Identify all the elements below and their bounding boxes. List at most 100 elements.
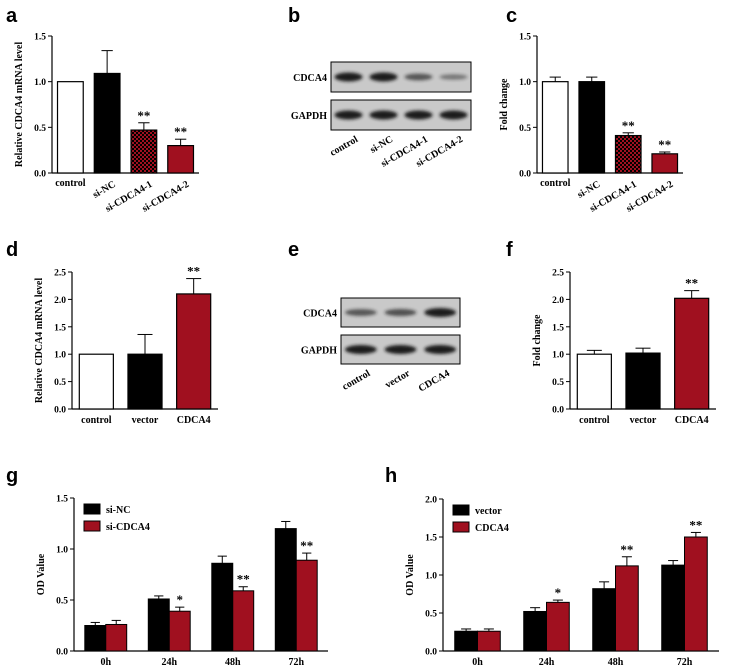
panel-letter: f xyxy=(506,239,513,261)
x-tick-label: 72h xyxy=(677,657,693,666)
y-tick-label: 1.0 xyxy=(425,572,437,582)
y-tick-label: 2.0 xyxy=(425,496,437,506)
chart-panel-a: a 0.0 0.5 1.0 1.5 Relative CDCA4 mRNA level co… xyxy=(6,5,199,215)
blot-band xyxy=(384,309,417,316)
x-tick-label: 24h xyxy=(161,657,177,666)
y-tick-label: 0.0 xyxy=(56,648,68,658)
bar xyxy=(127,353,163,410)
x-tick-label: control xyxy=(540,178,571,189)
bar xyxy=(454,630,479,652)
blot-band xyxy=(344,309,377,316)
blot-lane-label: vector xyxy=(383,368,412,391)
x-tick-label: 24h xyxy=(539,657,555,666)
y-tick-label: 0.5 xyxy=(552,378,564,388)
bar xyxy=(84,625,107,652)
y-axis-title: Relative CDCA4 mRNA level xyxy=(14,42,25,167)
bar xyxy=(477,630,501,652)
y-tick-label: 1.0 xyxy=(519,78,531,88)
x-tick-label: 48h xyxy=(608,657,624,666)
y-axis-title: Fold change xyxy=(532,314,543,367)
panel-letter: c xyxy=(506,5,517,27)
legend-swatch xyxy=(83,503,101,515)
y-tick-label: 1.5 xyxy=(425,534,437,544)
blot-band xyxy=(439,74,468,80)
x-tick-label: CDCA4 xyxy=(177,415,211,426)
panel-letter: d xyxy=(6,239,18,261)
blot-row-label: GAPDH xyxy=(291,111,327,122)
bar xyxy=(93,72,121,174)
bar xyxy=(576,353,612,410)
blot-lane-label: control xyxy=(341,368,373,393)
y-tick-label: 2.5 xyxy=(552,269,564,279)
chart-panel-d: d 0.0 0.5 1.0 1.5 2.0 2.5 Relative CDCA4 mRNA l… xyxy=(6,239,218,426)
x-tick-label: 72h xyxy=(288,657,304,666)
blot-band xyxy=(404,73,433,81)
y-tick-label: 0.5 xyxy=(425,610,437,620)
bar xyxy=(56,81,84,174)
y-tick-label: 1.5 xyxy=(54,323,66,333)
bar xyxy=(167,145,195,174)
panel-letter: g xyxy=(6,465,18,487)
significance-label: ** xyxy=(174,124,187,139)
significance-label: ** xyxy=(187,264,200,279)
y-tick-label: 1.5 xyxy=(552,323,564,333)
x-tick-label: CDCA4 xyxy=(675,415,709,426)
y-tick-label: 0.0 xyxy=(425,648,437,658)
x-tick-label: vector xyxy=(630,415,657,426)
blot-band xyxy=(344,345,377,354)
blot-band xyxy=(369,72,398,82)
chart-panel-g: g 0.0 0.5 1.0 1.5 OD Value 0h * 24h ** 48h ** 72h si-… xyxy=(6,465,328,666)
y-tick-label: 0.5 xyxy=(56,597,68,607)
panel-letter: e xyxy=(288,239,299,261)
legend-label: si-NC xyxy=(106,505,130,516)
significance-label: ** xyxy=(689,517,702,532)
blot-band xyxy=(369,110,398,120)
y-tick-label: 1.0 xyxy=(552,351,564,361)
x-tick-label: control xyxy=(579,415,610,426)
blot-row-label: CDCA4 xyxy=(303,309,337,320)
legend-swatch xyxy=(452,504,470,516)
significance-label: ** xyxy=(300,538,313,553)
blot-lane-label: control xyxy=(328,134,360,159)
y-tick-label: 1.5 xyxy=(519,33,531,43)
x-tick-label: si-NC xyxy=(91,179,118,201)
y-tick-label: 0.5 xyxy=(34,124,46,134)
blot-band xyxy=(424,308,457,317)
significance-label: ** xyxy=(685,276,698,291)
legend-label: CDCA4 xyxy=(475,523,509,534)
blot-band xyxy=(424,345,457,354)
legend-swatch xyxy=(452,521,470,533)
y-tick-label: 1.0 xyxy=(34,78,46,88)
bar xyxy=(546,601,570,652)
blot-band xyxy=(404,110,433,120)
panel-letter: h xyxy=(385,465,397,487)
y-tick-label: 0.0 xyxy=(552,406,564,416)
bar xyxy=(651,153,679,174)
x-tick-label: 0h xyxy=(472,657,483,666)
significance-label: * xyxy=(176,592,183,607)
bar xyxy=(674,297,710,410)
y-tick-label: 0.5 xyxy=(54,378,66,388)
bar xyxy=(78,353,114,410)
blot-row-label: CDCA4 xyxy=(293,73,327,84)
y-axis-title: Relative CDCA4 mRNA level xyxy=(34,278,45,403)
y-axis-title: OD Value xyxy=(36,553,47,595)
bar xyxy=(295,559,318,652)
bar xyxy=(661,564,685,652)
x-tick-label: 48h xyxy=(225,657,241,666)
blot-band xyxy=(334,72,363,82)
bar xyxy=(614,134,642,174)
bar xyxy=(615,565,639,652)
y-tick-label: 2.0 xyxy=(54,296,66,306)
bar xyxy=(168,610,191,652)
bar xyxy=(523,610,547,652)
chart-panel-f: f 0.0 0.5 1.0 1.5 2.0 2.5 Fold change control vec… xyxy=(506,239,716,426)
blot-row-label: GAPDH xyxy=(301,346,337,357)
significance-label: ** xyxy=(658,137,671,152)
bar xyxy=(147,598,170,652)
y-tick-label: 1.5 xyxy=(56,495,68,505)
y-tick-label: 0.0 xyxy=(54,406,66,416)
